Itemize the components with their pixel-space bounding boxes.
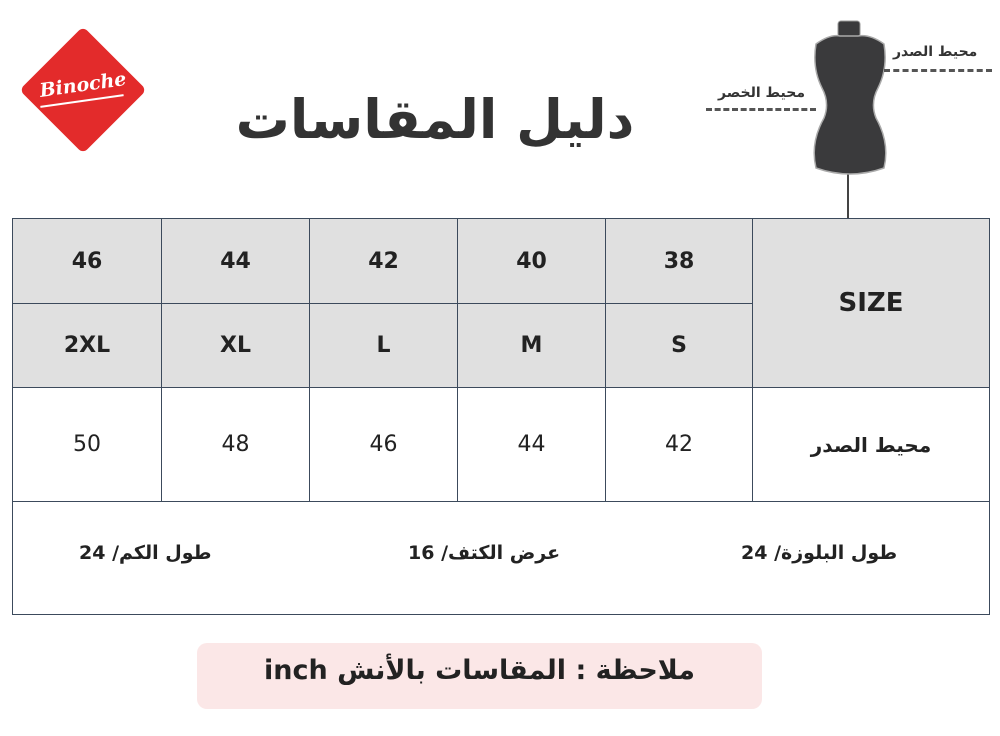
blouse-length: طول البلوزة/ 24	[741, 542, 898, 564]
size-42: 42	[309, 218, 458, 304]
chest-value-2xl: 50	[12, 387, 162, 502]
size-2xl: 2XL	[12, 303, 162, 388]
chest-value-xl: 48	[161, 387, 310, 502]
size-header: SIZE	[752, 218, 990, 388]
chest-row-label: محيط الصدر	[752, 387, 990, 502]
size-xl: XL	[161, 303, 310, 388]
shoulder-width: عرض الكتف/ 16	[408, 542, 561, 564]
inch-note: ملاحظة : المقاسات بالأنش inch	[197, 643, 762, 709]
chest-value-l: 46	[309, 387, 458, 502]
chest-value-s: 42	[605, 387, 753, 502]
size-s: S	[605, 303, 753, 388]
chest-label: محيط الصدر	[893, 44, 978, 60]
page-title: دليل المقاسات	[235, 88, 635, 151]
size-46: 46	[12, 218, 162, 304]
size-38: 38	[605, 218, 753, 304]
sleeve-length: طول الكم/ 24	[79, 542, 212, 564]
chest-dashed-line	[884, 69, 992, 72]
waist-label: محيط الخصر	[718, 85, 805, 101]
waist-dashed-line	[706, 108, 816, 111]
size-l: L	[309, 303, 458, 388]
measurements-footer-row: طول الكم/ 24 عرض الكتف/ 16 طول البلوزة/ …	[12, 501, 990, 615]
size-44: 44	[161, 218, 310, 304]
chest-value-m: 44	[457, 387, 606, 502]
size-table: 46 44 42 40 38 SIZE 2XL XL L M S 50 48 4…	[12, 218, 990, 615]
mannequin-icon	[813, 20, 887, 218]
size-40: 40	[457, 218, 606, 304]
size-m: M	[457, 303, 606, 388]
